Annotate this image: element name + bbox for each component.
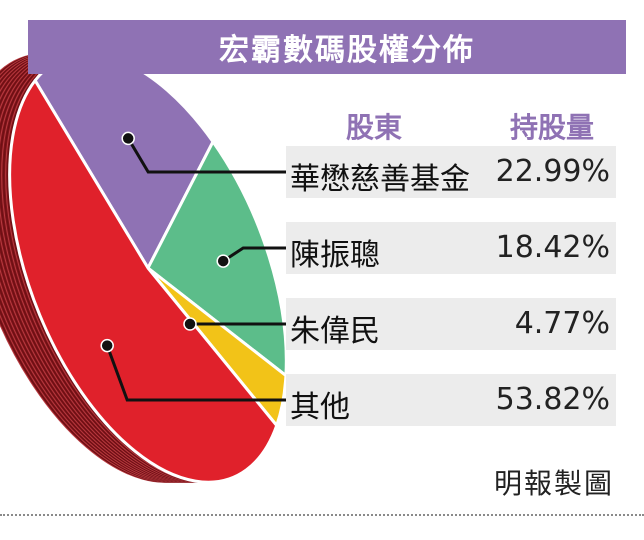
leader-line [105, 345, 286, 402]
legend-label: 華懋慈善基金 [290, 162, 470, 197]
leader-dot [121, 131, 135, 146]
legend-value: 4.77% [514, 306, 610, 341]
legend-row: 其他 53.82% [286, 374, 616, 426]
leader-line [126, 137, 286, 174]
leader-dot [183, 317, 197, 331]
header-holding: 持股量 [510, 111, 595, 144]
header-shareholder: 股東 [346, 111, 403, 144]
legend-value: 18.42% [495, 230, 610, 265]
chart-title-bar: 宏霸數碼股權分佈 [28, 20, 626, 74]
legend-row: 陳振聰 18.42% [286, 222, 616, 274]
legend-label: 朱偉民 [290, 314, 380, 349]
credit-text: 明報製圖 [493, 467, 614, 500]
legend-row: 朱偉民 4.77% [286, 298, 616, 350]
legend-value: 53.82% [495, 382, 610, 417]
leader-dot [216, 254, 230, 268]
bottom-divider [0, 514, 644, 516]
legend-value: 22.99% [495, 154, 610, 189]
legend-label: 其他 [290, 390, 350, 425]
leader-line [222, 246, 286, 263]
legend-row: 華懋慈善基金 22.99% [286, 146, 616, 198]
legend-label: 陳振聰 [290, 238, 380, 273]
pie-slice-4 [8, 79, 279, 484]
leader-dot [100, 338, 114, 353]
chart-title: 宏霸數碼股權分佈 [219, 33, 475, 68]
